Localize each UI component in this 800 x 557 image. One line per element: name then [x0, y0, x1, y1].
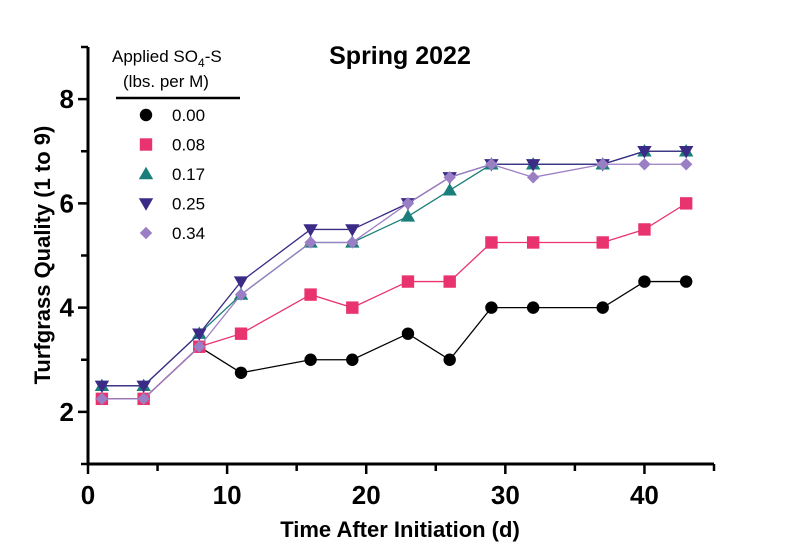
- y-tick-label: 6: [60, 188, 74, 218]
- data-point: [234, 366, 248, 379]
- series-0.34: [95, 158, 693, 406]
- legend-title-line2: (lbs. per M): [123, 72, 209, 91]
- data-point: [443, 353, 456, 366]
- data-point: [442, 183, 457, 196]
- data-point: [400, 209, 416, 222]
- legend-label: 0.25: [172, 195, 205, 214]
- legend-marker: [138, 166, 154, 180]
- legend-item: 0.08: [139, 136, 205, 155]
- data-point: [346, 236, 359, 249]
- data-point: [678, 146, 694, 159]
- data-point: [525, 159, 541, 172]
- data-point: [193, 340, 206, 353]
- data-point: [303, 224, 318, 237]
- data-point: [137, 392, 150, 406]
- series-line: [101, 150, 687, 387]
- legend-item: 0.17: [138, 165, 205, 184]
- data-point: [638, 275, 651, 288]
- legend-item: 0.25: [138, 195, 205, 214]
- legend-title-main: Applied SO: [112, 47, 198, 66]
- y-tick-label: 2: [60, 397, 74, 427]
- legend-item: 0.00: [139, 106, 205, 125]
- data-point: [346, 353, 359, 366]
- data-point: [638, 158, 651, 171]
- data-point: [485, 301, 498, 314]
- legend-marker: [139, 138, 153, 151]
- data-point: [95, 392, 109, 406]
- legend-marker: [139, 226, 153, 240]
- data-point: [192, 328, 207, 341]
- data-point: [637, 146, 652, 159]
- legend-marker: [139, 108, 153, 122]
- legend-label: 0.00: [172, 106, 205, 125]
- legend-marker: [138, 198, 154, 211]
- x-tick-label: 30: [491, 480, 520, 510]
- legend-item: 0.34: [139, 224, 205, 243]
- data-point: [485, 236, 498, 249]
- legend: Applied SO4-S (lbs. per M) 0.00 0.08 0.17 0…: [112, 47, 240, 243]
- data-point: [234, 288, 248, 301]
- legend-label: 0.34: [172, 224, 205, 243]
- x-tick-label: 20: [352, 480, 381, 510]
- series-layer: [94, 144, 694, 406]
- data-point: [345, 224, 360, 237]
- data-point: [234, 327, 248, 340]
- data-point: [233, 276, 249, 289]
- data-point: [526, 171, 540, 184]
- data-point: [401, 327, 415, 340]
- series-line: [101, 280, 687, 400]
- legend-label: 0.08: [172, 136, 205, 155]
- data-point: [304, 236, 317, 249]
- data-point: [638, 223, 651, 236]
- data-point: [596, 236, 609, 249]
- legend-label: 0.17: [172, 165, 205, 184]
- data-point: [304, 288, 317, 301]
- data-point: [526, 301, 540, 314]
- y-axis: 2 4 6 8: [60, 45, 90, 466]
- x-tick-label: 40: [630, 480, 659, 510]
- data-point: [443, 171, 456, 184]
- data-point: [679, 158, 693, 171]
- data-point: [485, 158, 498, 171]
- chart-title: Spring 2022: [329, 42, 471, 70]
- data-point: [596, 301, 609, 314]
- data-point: [94, 380, 110, 394]
- x-axis: 0 10 20 30 40: [81, 462, 716, 510]
- data-point: [443, 275, 456, 288]
- legend-title-line1: Applied SO4-S: [112, 47, 222, 70]
- data-point: [136, 380, 151, 394]
- y-tick-label: 8: [60, 84, 74, 114]
- series-0.00: [95, 275, 693, 406]
- y-axis-title: Turfgrass Quality (1 to 9): [30, 126, 55, 385]
- data-point: [679, 197, 693, 210]
- x-tick-label: 0: [81, 480, 95, 510]
- x-axis-title: Time After Initiation (d): [280, 517, 520, 542]
- series-line: [101, 150, 687, 387]
- legend-title-subscript: 4: [198, 56, 205, 70]
- data-point: [304, 353, 317, 366]
- data-point: [596, 158, 609, 171]
- legend-title-suffix: -S: [205, 47, 222, 66]
- data-point: [346, 301, 359, 314]
- data-point: [401, 275, 415, 288]
- data-point: [401, 197, 415, 210]
- y-tick-label: 4: [60, 293, 75, 323]
- data-point: [679, 275, 693, 288]
- x-tick-label: 10: [213, 480, 242, 510]
- data-point: [526, 236, 540, 249]
